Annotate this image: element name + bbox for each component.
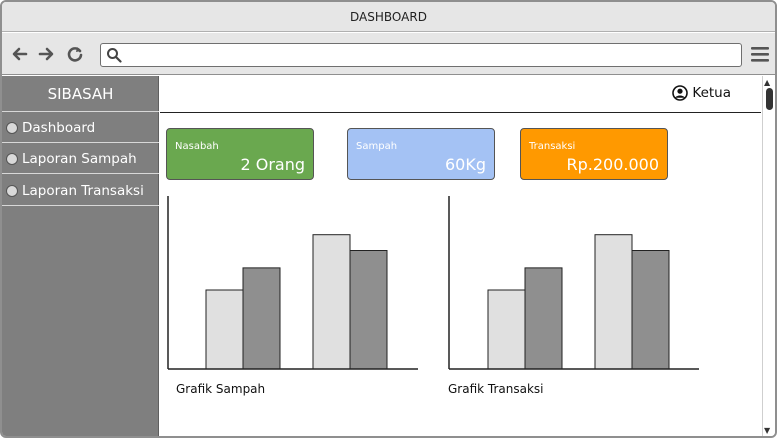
- chart-bar: [312, 234, 351, 370]
- chart-bar: [594, 234, 633, 370]
- charts-area: [167, 196, 699, 370]
- hamburger-menu-icon[interactable]: [750, 45, 770, 63]
- chart-bar: [242, 267, 281, 370]
- chart-title-transaksi: Grafik Transaksi: [448, 382, 544, 396]
- card-transaksi: Transaksi Rp.200.000: [520, 128, 668, 180]
- search-icon: [107, 48, 122, 63]
- address-bar[interactable]: [100, 43, 742, 67]
- sidebar-item-label: Laporan Transaksi: [22, 182, 144, 199]
- app-title: SIBASAH: [2, 76, 159, 112]
- sidebar: SIBASAH Dashboard Laporan Sampah Laporan…: [2, 76, 159, 436]
- bullet-icon: [6, 152, 18, 165]
- scroll-down-arrow-icon[interactable]: ▼: [764, 426, 771, 435]
- sidebar-item-label: Dashboard: [22, 119, 96, 136]
- browser-toolbar: [2, 33, 775, 75]
- bullet-icon: [6, 184, 18, 197]
- sidebar-item-dashboard[interactable]: Dashboard: [2, 113, 159, 143]
- chart-bar: [205, 289, 244, 370]
- user-circle-icon: [672, 85, 689, 101]
- card-label: Transaksi: [529, 141, 576, 152]
- content-header: Ketua: [160, 76, 761, 113]
- card-sampah: Sampah 60Kg: [347, 128, 495, 180]
- card-value: Rp.200.000: [566, 155, 659, 174]
- reload-icon[interactable]: [65, 44, 85, 64]
- chart-title-sampah: Grafik Sampah: [176, 382, 266, 396]
- scroll-up-arrow-icon[interactable]: ▲: [764, 78, 771, 87]
- back-arrow-icon[interactable]: [10, 44, 30, 64]
- chart-bar: [524, 267, 563, 370]
- chart-bar: [349, 250, 388, 370]
- chart-bar: [487, 289, 526, 370]
- card-value: 2 Orang: [240, 155, 305, 174]
- vertical-scrollbar[interactable]: ▲ ▼: [762, 76, 775, 436]
- sidebar-item-laporan-sampah[interactable]: Laporan Sampah: [2, 144, 159, 174]
- sidebar-item-laporan-transaksi[interactable]: Laporan Transaksi: [2, 176, 159, 206]
- bullet-icon: [6, 121, 18, 134]
- scroll-thumb[interactable]: [766, 88, 773, 110]
- user-name: Ketua: [692, 85, 731, 101]
- card-label: Nasabah: [175, 141, 219, 152]
- sidebar-item-label: Laporan Sampah: [22, 150, 137, 167]
- user-menu[interactable]: Ketua: [672, 85, 731, 101]
- window-title: DASHBOARD: [350, 9, 427, 24]
- chart-bar: [631, 250, 670, 370]
- forward-arrow-icon[interactable]: [36, 44, 56, 64]
- card-label: Sampah: [356, 141, 398, 152]
- title-bar: DASHBOARD: [2, 2, 775, 32]
- card-value: 60Kg: [444, 155, 486, 174]
- card-nasabah: Nasabah 2 Orang: [166, 128, 314, 180]
